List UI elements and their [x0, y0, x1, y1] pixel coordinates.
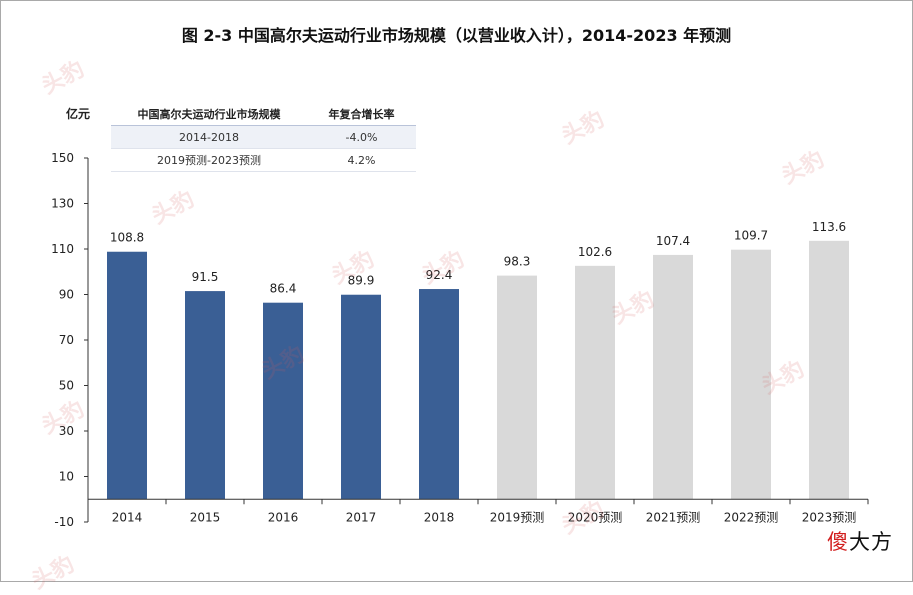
y-tick-label: 150 — [51, 151, 74, 165]
y-tick-label: 90 — [59, 288, 74, 302]
cagr-table: 中国高尔夫运动行业市场规模 年复合增长率 2014-2018 -4.0% 201… — [111, 103, 416, 172]
x-tick-label: 2016 — [268, 510, 299, 524]
bar — [575, 265, 615, 500]
y-tick-label: 70 — [59, 333, 74, 347]
x-tick-label: 2020预测 — [568, 510, 623, 524]
y-tick-label: 110 — [51, 242, 74, 256]
x-tick-label: 2021预测 — [646, 510, 701, 524]
brand-logo: 傻大方 — [827, 526, 893, 556]
table-row: 2014-2018 -4.0% — [111, 125, 416, 149]
bar — [731, 249, 771, 500]
x-tick-label: 2023预测 — [802, 510, 857, 524]
data-label: 107.4 — [656, 234, 690, 248]
x-tick-label: 2017 — [346, 510, 377, 524]
data-label: 113.6 — [812, 220, 846, 234]
y-tick-label: 50 — [59, 379, 74, 393]
cagr-table-header-cagr: 年复合增长率 — [307, 103, 416, 126]
data-label: 98.3 — [504, 255, 531, 269]
bar — [497, 275, 537, 500]
x-tick-label: 2018 — [424, 510, 455, 524]
cagr-table-header-market: 中国高尔夫运动行业市场规模 — [111, 103, 307, 126]
bar — [263, 302, 303, 500]
chart-title: 图 2-3 中国高尔夫运动行业市场规模（以营业收入计），2014-2023 年预… — [181, 26, 732, 45]
data-label: 86.4 — [270, 282, 297, 296]
data-label: 89.9 — [348, 274, 375, 288]
bar — [809, 240, 849, 500]
bar — [185, 291, 225, 500]
table-row: 2019预测-2023预测 4.2% — [111, 148, 416, 172]
bar — [107, 251, 147, 500]
data-label: 109.7 — [734, 229, 768, 243]
bar — [653, 254, 693, 500]
brand-logo-part1: 傻 — [827, 530, 849, 554]
data-label: 91.5 — [192, 270, 219, 284]
cagr-table-rate: 4.2% — [307, 148, 416, 172]
y-tick-label: 30 — [59, 424, 74, 438]
x-tick-label: 2014 — [112, 510, 143, 524]
data-label: 108.8 — [110, 231, 144, 245]
bar-chart: -10 10 30 50 70 90 110 130 150 108.8 91.5 86.4 89.9 9… — [51, 151, 869, 529]
cagr-table-period: 2014-2018 — [111, 125, 307, 149]
bar — [419, 289, 459, 500]
bar — [341, 294, 381, 500]
data-label: 92.4 — [426, 268, 453, 282]
brand-logo-part2: 大方 — [849, 530, 893, 554]
x-tick-label: 2015 — [190, 510, 221, 524]
cagr-table-rate: -4.0% — [307, 125, 416, 149]
cagr-table-header-row: 中国高尔夫运动行业市场规模 年复合增长率 — [111, 103, 416, 126]
x-tick-label: 2022预测 — [724, 510, 779, 524]
y-tick-label: 130 — [51, 197, 74, 211]
x-tick-label: 2019预测 — [490, 510, 545, 524]
y-tick-label: 10 — [59, 470, 74, 484]
y-tick-label: -10 — [54, 515, 74, 529]
cagr-table-period: 2019预测-2023预测 — [111, 148, 307, 172]
y-axis-unit-label: 亿元 — [66, 107, 91, 121]
data-label: 102.6 — [578, 245, 612, 259]
